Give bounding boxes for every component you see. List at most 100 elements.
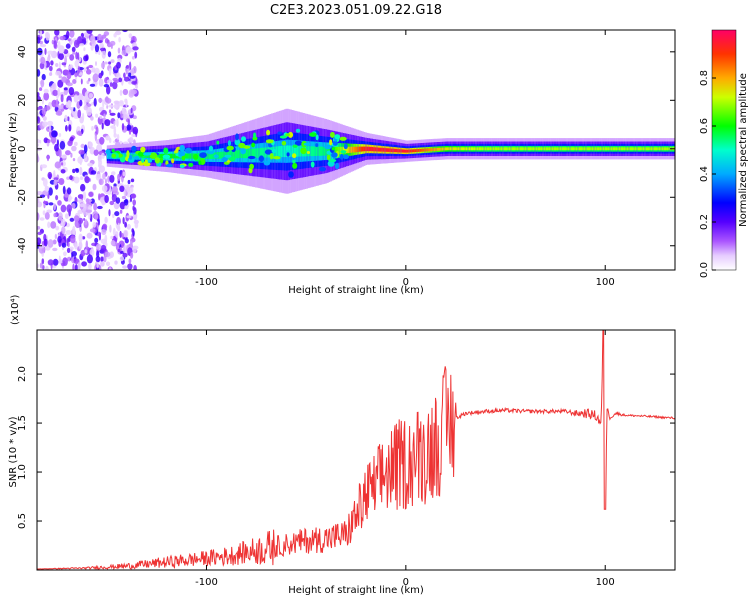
noise-speckle bbox=[54, 233, 58, 240]
noise-speckle bbox=[130, 89, 137, 95]
noise-speckle bbox=[59, 35, 66, 41]
noise-speckle bbox=[69, 107, 74, 111]
noise-speckle bbox=[131, 133, 136, 137]
ridge-column bbox=[401, 149, 404, 153]
ridge-blob bbox=[237, 162, 242, 167]
noise-speckle bbox=[67, 140, 73, 147]
noise-speckle bbox=[55, 98, 59, 108]
ridge-column bbox=[598, 147, 600, 151]
noise-speckle bbox=[127, 179, 131, 185]
ridge-column bbox=[460, 147, 463, 151]
noise-speckle bbox=[37, 138, 40, 144]
ridge-column bbox=[644, 147, 647, 151]
ridge-column bbox=[596, 147, 599, 151]
ridge-column bbox=[483, 147, 485, 151]
noise-speckle bbox=[72, 51, 76, 55]
noise-speckle bbox=[66, 176, 70, 180]
noise-speckle bbox=[112, 213, 115, 219]
noise-speckle bbox=[75, 51, 78, 60]
noise-speckle bbox=[88, 141, 93, 148]
ridge-column bbox=[352, 146, 355, 153]
ridge-blob bbox=[171, 158, 175, 164]
ridge-blob bbox=[264, 149, 273, 155]
noise-speckle bbox=[43, 92, 50, 101]
snr-series bbox=[37, 330, 675, 570]
noise-speckle bbox=[121, 195, 127, 200]
x-tick-label: 0 bbox=[403, 577, 409, 588]
ridge-blob bbox=[144, 159, 148, 166]
ridge-column bbox=[251, 148, 254, 158]
ridge-column bbox=[491, 147, 493, 151]
ridge-column bbox=[323, 146, 326, 156]
ridge-column bbox=[539, 147, 541, 151]
ridge-column bbox=[379, 147, 382, 152]
ridge-column bbox=[381, 147, 383, 152]
noise-speckle bbox=[104, 119, 111, 127]
ridge-column bbox=[218, 152, 221, 159]
ridge-column bbox=[360, 146, 363, 152]
noise-speckle bbox=[100, 256, 104, 263]
ridge-blob bbox=[184, 147, 192, 154]
noise-speckle bbox=[73, 258, 80, 265]
noise-speckle bbox=[118, 36, 121, 43]
ridge-column bbox=[400, 149, 403, 153]
ridge-column bbox=[548, 147, 551, 151]
noise-speckle bbox=[124, 238, 129, 244]
noise-speckle bbox=[71, 202, 76, 209]
ridge-column bbox=[347, 146, 350, 154]
noise-speckle bbox=[123, 230, 128, 238]
ridge-column bbox=[497, 147, 500, 151]
noise-speckle bbox=[122, 217, 125, 225]
ridge-blob bbox=[235, 133, 239, 141]
snr-panel: -100 0 100 0.5 1.0 1.5 2.0 Height of straight… bbox=[8, 294, 676, 596]
ridge-column bbox=[409, 149, 412, 153]
ridge-blob bbox=[111, 148, 115, 153]
ridge-blob bbox=[221, 156, 228, 162]
noise-speckle bbox=[111, 194, 117, 202]
noise-speckle bbox=[58, 178, 65, 185]
noise-speckle bbox=[70, 152, 73, 158]
noise-speckle bbox=[66, 204, 72, 213]
noise-speckle bbox=[115, 231, 119, 238]
noise-speckle bbox=[70, 235, 76, 244]
ridge-column bbox=[390, 148, 393, 153]
ridge-column bbox=[398, 149, 401, 153]
ridge-column bbox=[374, 147, 377, 152]
ridge-column bbox=[488, 147, 490, 151]
noise-speckle bbox=[37, 36, 41, 44]
noise-speckle bbox=[84, 98, 87, 106]
noise-speckle bbox=[102, 173, 106, 180]
ridge-blob bbox=[292, 162, 298, 169]
ridge-column bbox=[417, 149, 420, 152]
x-tick-label: -100 bbox=[195, 277, 218, 288]
noise-speckle bbox=[61, 226, 66, 234]
figure-title: C2E3.2023.051.09.22.G18 bbox=[270, 3, 442, 18]
noise-speckle bbox=[83, 67, 87, 72]
ridge-blob bbox=[198, 160, 202, 165]
ridge-blob bbox=[165, 163, 173, 168]
noise-speckle bbox=[119, 230, 122, 238]
ridge-column bbox=[248, 149, 251, 158]
ridge-column bbox=[280, 145, 283, 158]
ridge-column bbox=[527, 147, 530, 151]
ridge-column bbox=[250, 148, 253, 158]
noise-speckle bbox=[90, 35, 96, 45]
ridge-column bbox=[542, 147, 544, 151]
noise-speckle bbox=[112, 227, 116, 236]
ridge-column bbox=[625, 147, 627, 151]
noise-speckle bbox=[129, 136, 134, 143]
ridge-column bbox=[325, 146, 328, 156]
ridge-column bbox=[492, 147, 495, 151]
noise-speckle bbox=[69, 54, 75, 61]
noise-speckle bbox=[106, 105, 109, 109]
ridge-column bbox=[234, 150, 237, 159]
noise-speckle bbox=[114, 80, 119, 83]
noise-speckle bbox=[107, 175, 111, 183]
noise-speckle bbox=[104, 216, 108, 224]
ridge-column bbox=[575, 147, 578, 151]
noise-speckle bbox=[74, 60, 79, 68]
noise-speckle bbox=[72, 79, 77, 84]
ridge-column bbox=[523, 147, 525, 151]
noise-speckle bbox=[69, 136, 74, 142]
noise-speckle bbox=[66, 82, 73, 87]
